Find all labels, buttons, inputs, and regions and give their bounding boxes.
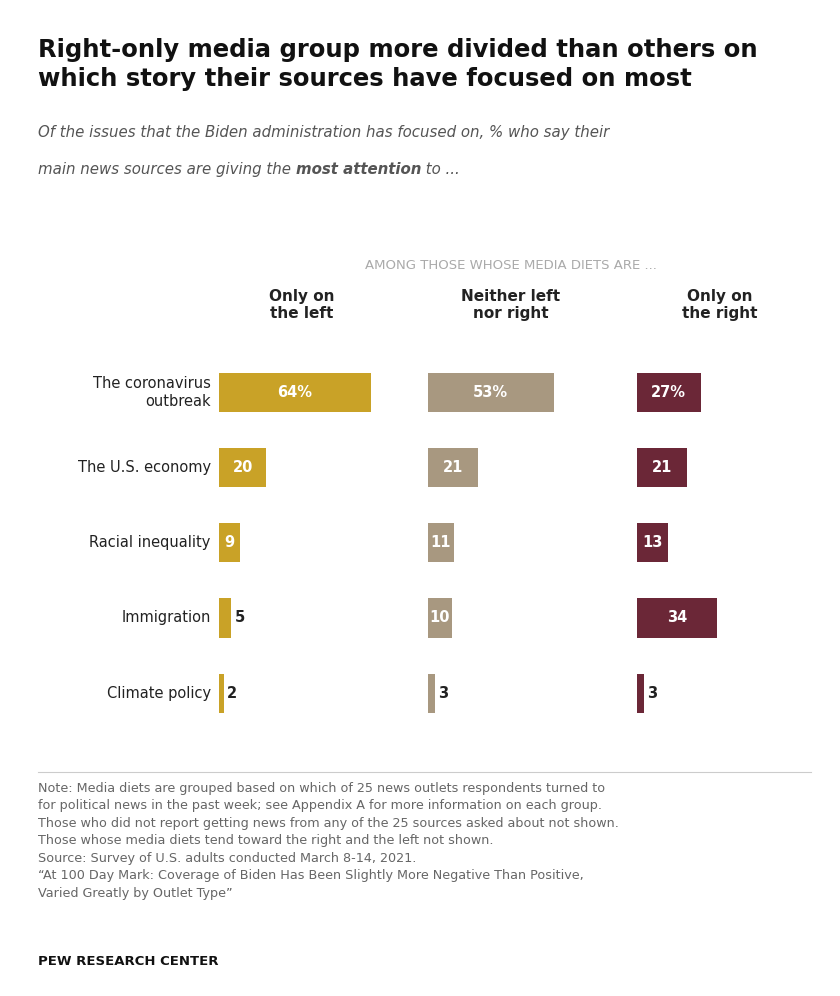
Text: to ...: to ... bbox=[421, 162, 459, 177]
Text: 3: 3 bbox=[648, 685, 658, 700]
Text: 21: 21 bbox=[443, 460, 463, 475]
Text: 5: 5 bbox=[234, 611, 244, 625]
Text: Only on
the left: Only on the left bbox=[270, 289, 335, 321]
Bar bbox=[428, 673, 435, 713]
Text: Immigration: Immigration bbox=[121, 611, 211, 625]
Text: Racial inequality: Racial inequality bbox=[89, 535, 211, 551]
Text: 64%: 64% bbox=[277, 385, 312, 400]
Bar bbox=[637, 448, 686, 487]
Text: Right-only media group more divided than others on
which story their sources hav: Right-only media group more divided than… bbox=[38, 38, 758, 91]
Text: Only on
the right: Only on the right bbox=[682, 289, 758, 321]
Bar bbox=[219, 448, 266, 487]
Bar bbox=[637, 673, 644, 713]
Bar bbox=[428, 599, 452, 637]
Bar bbox=[637, 599, 717, 637]
Text: 9: 9 bbox=[224, 535, 234, 551]
Text: PEW RESEARCH CENTER: PEW RESEARCH CENTER bbox=[38, 955, 218, 968]
Text: The U.S. economy: The U.S. economy bbox=[77, 460, 211, 475]
Text: The coronavirus
outbreak: The coronavirus outbreak bbox=[92, 376, 211, 408]
Bar bbox=[637, 523, 668, 563]
Text: Note: Media diets are grouped based on which of 25 news outlets respondents turn: Note: Media diets are grouped based on w… bbox=[38, 782, 619, 899]
Text: 13: 13 bbox=[642, 535, 663, 551]
Text: main news sources are giving the: main news sources are giving the bbox=[38, 162, 296, 177]
Text: 10: 10 bbox=[429, 611, 450, 625]
Text: 27%: 27% bbox=[651, 385, 686, 400]
Bar bbox=[219, 373, 371, 412]
Text: 3: 3 bbox=[438, 685, 449, 700]
Bar bbox=[219, 523, 240, 563]
Text: 20: 20 bbox=[233, 460, 253, 475]
Text: Neither left
nor right: Neither left nor right bbox=[461, 289, 560, 321]
Text: Of the issues that the Biden administration has focused on, % who say their: Of the issues that the Biden administrat… bbox=[38, 124, 609, 139]
Text: most attention: most attention bbox=[296, 162, 421, 177]
Bar bbox=[637, 373, 701, 412]
Text: 34: 34 bbox=[667, 611, 687, 625]
Text: 53%: 53% bbox=[473, 385, 508, 400]
Bar bbox=[219, 673, 223, 713]
Bar bbox=[219, 599, 231, 637]
Bar bbox=[428, 448, 478, 487]
Text: 11: 11 bbox=[431, 535, 451, 551]
Text: Climate policy: Climate policy bbox=[107, 685, 211, 700]
Bar bbox=[428, 523, 454, 563]
Bar bbox=[428, 373, 554, 412]
Text: 21: 21 bbox=[652, 460, 672, 475]
Text: 2: 2 bbox=[228, 685, 238, 700]
Text: AMONG THOSE WHOSE MEDIA DIETS ARE ...: AMONG THOSE WHOSE MEDIA DIETS ARE ... bbox=[365, 259, 657, 272]
